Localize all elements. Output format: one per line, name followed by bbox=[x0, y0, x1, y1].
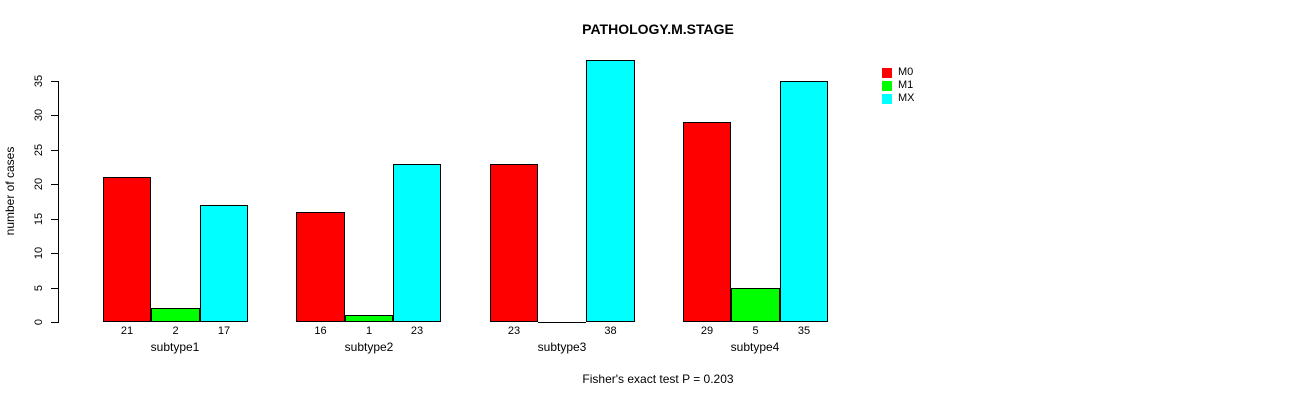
y-tick-label: 35 bbox=[33, 74, 45, 88]
y-tick-label: 30 bbox=[33, 108, 45, 122]
y-tick-mark bbox=[51, 253, 58, 254]
bar-subtype1-M1 bbox=[151, 308, 200, 322]
bar-value-subtype2-M1: 1 bbox=[365, 325, 373, 337]
y-tick-label: 0 bbox=[33, 318, 45, 326]
legend-swatch-M0 bbox=[882, 67, 892, 78]
legend-swatch-M1 bbox=[882, 80, 892, 91]
legend-row-M0: M0 bbox=[882, 66, 915, 79]
legend-label-MX: MX bbox=[898, 92, 915, 104]
y-tick-mark bbox=[51, 219, 58, 220]
bar-subtype2-M1 bbox=[345, 315, 393, 322]
legend-row-M1: M1 bbox=[882, 79, 915, 92]
bar-subtype3-MX bbox=[586, 60, 635, 322]
bar-value-subtype2-MX: 23 bbox=[410, 325, 424, 337]
y-axis-line bbox=[58, 81, 59, 323]
bar-value-subtype1-M0: 21 bbox=[120, 325, 134, 337]
bar-value-subtype4-MX: 35 bbox=[797, 325, 811, 337]
chart-title: PATHOLOGY.M.STAGE bbox=[582, 21, 734, 37]
y-tick-mark bbox=[51, 288, 58, 289]
legend-label-M0: M0 bbox=[898, 66, 914, 78]
bar-value-subtype3-MX: 38 bbox=[604, 325, 617, 337]
bar-subtype2-M0 bbox=[296, 212, 345, 322]
group-label-subtype1: subtype1 bbox=[150, 340, 200, 354]
y-tick-mark bbox=[51, 150, 58, 151]
legend: M0 M1 MX bbox=[882, 66, 915, 105]
bar-value-subtype4-M1: 5 bbox=[752, 325, 759, 337]
fisher-test-annotation: Fisher's exact test P = 0.203 bbox=[582, 372, 734, 386]
y-axis-title: number of cases bbox=[3, 146, 17, 236]
bar-value-subtype2-M0: 16 bbox=[314, 325, 327, 337]
group-label-subtype4: subtype4 bbox=[730, 340, 780, 354]
bar-subtype2-MX bbox=[393, 164, 441, 322]
y-tick-mark bbox=[51, 81, 58, 82]
y-tick-mark bbox=[51, 184, 58, 185]
y-tick-label: 5 bbox=[33, 284, 45, 292]
y-tick-label: 15 bbox=[33, 212, 45, 226]
bar-subtype4-M1 bbox=[731, 288, 780, 322]
bar-subtype4-M0 bbox=[683, 122, 731, 322]
bar-value-subtype1-M1: 2 bbox=[172, 325, 179, 337]
legend-label-M1: M1 bbox=[898, 79, 914, 91]
y-tick-label: 10 bbox=[33, 246, 45, 260]
y-tick-label: 25 bbox=[33, 143, 45, 157]
group-label-subtype3: subtype3 bbox=[537, 340, 587, 354]
bar-subtype3-M1-zero bbox=[538, 322, 586, 323]
bar-subtype1-M0 bbox=[103, 177, 151, 322]
bar-value-subtype4-M0: 29 bbox=[700, 325, 714, 337]
bar-subtype1-MX bbox=[200, 205, 248, 322]
bar-subtype4-MX bbox=[780, 81, 828, 322]
legend-row-MX: MX bbox=[882, 92, 915, 105]
y-tick-label: 20 bbox=[33, 177, 45, 191]
legend-swatch-MX bbox=[882, 93, 892, 104]
bar-subtype3-M0 bbox=[490, 164, 538, 322]
bar-value-subtype1-MX: 17 bbox=[217, 325, 231, 337]
group-label-subtype2: subtype2 bbox=[344, 340, 394, 354]
bar-value-subtype3-M0: 23 bbox=[507, 325, 521, 337]
y-tick-mark bbox=[51, 322, 58, 323]
y-tick-mark bbox=[51, 115, 58, 116]
